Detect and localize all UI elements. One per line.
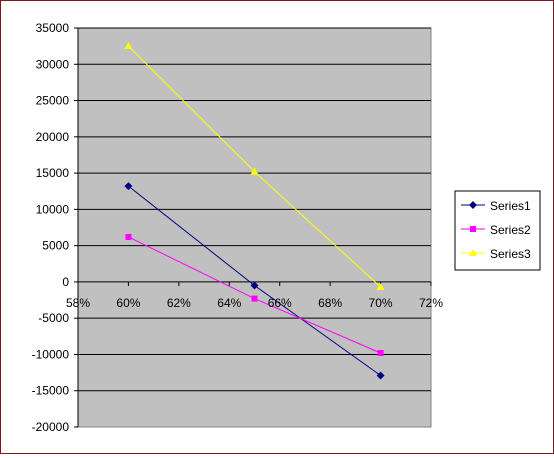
data-point-marker: [376, 282, 385, 290]
y-tick-label: -15000: [32, 384, 70, 398]
x-tick-label: 64%: [217, 296, 241, 310]
data-point-marker: [250, 281, 259, 290]
legend-label: Series1: [490, 199, 531, 213]
legend-item-series1: Series1: [461, 199, 531, 213]
data-point-marker: [470, 226, 476, 232]
data-point-marker: [124, 42, 133, 50]
y-tick-label: -5000: [38, 311, 69, 325]
x-tick-label: 68%: [318, 296, 342, 310]
series-series1: [124, 182, 385, 380]
x-tick-label: 62%: [167, 296, 191, 310]
x-tick-label: 58%: [66, 296, 90, 310]
data-point-marker: [469, 201, 477, 209]
tick-labels: -20000 -15000 -10000 -5000 0 5000 10000 15000 20…: [32, 21, 444, 434]
y-tick-label: 20000: [36, 130, 70, 144]
series-layer: [124, 42, 385, 380]
legend-label: Series3: [490, 247, 531, 261]
y-tick-label: 5000: [42, 239, 69, 253]
x-tick-label: 70%: [369, 296, 393, 310]
y-tick-label: 0: [62, 275, 69, 289]
legend-box: [454, 190, 541, 271]
data-point-marker: [124, 182, 133, 191]
legend-item-series2: Series2: [461, 223, 531, 237]
y-tick-label: 35000: [36, 21, 70, 35]
x-tick-label: 60%: [116, 296, 140, 310]
y-tick-label: -10000: [32, 347, 70, 361]
plot-area: [77, 27, 432, 428]
y-tick-label: 25000: [36, 94, 70, 108]
y-tick-label: -20000: [32, 420, 70, 434]
y-tick-label: 10000: [36, 202, 70, 216]
data-point-marker: [376, 371, 385, 380]
legend: Series1 Series2 Series3: [454, 190, 541, 271]
data-point-marker: [469, 249, 477, 256]
series-series2: [125, 233, 384, 357]
data-point-marker: [251, 295, 258, 302]
y-tick-label: 30000: [36, 57, 70, 71]
series-series3: [124, 42, 385, 290]
data-point-marker: [250, 167, 259, 175]
x-tick-label: 72%: [419, 296, 443, 310]
plot-background: [77, 27, 432, 428]
legend-item-series3: Series3: [461, 247, 531, 261]
x-tick-label: 66%: [268, 296, 292, 310]
data-point-marker: [377, 350, 384, 357]
legend-label: Series2: [490, 223, 531, 237]
data-point-marker: [125, 233, 132, 240]
y-tick-label: 15000: [36, 166, 70, 180]
